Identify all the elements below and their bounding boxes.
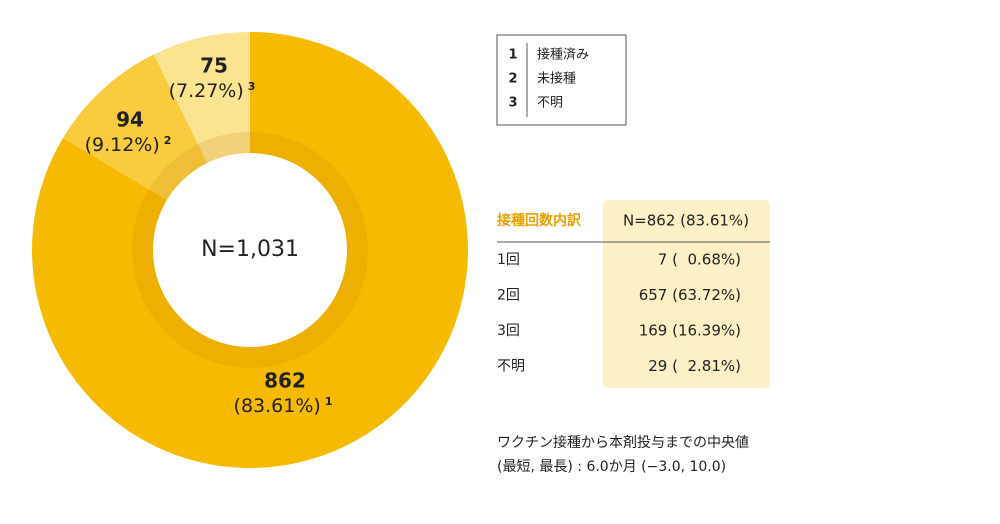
table-row-value: 7 ( 0.68%) [658, 251, 741, 269]
percent-label: (83.61%) 1 [234, 395, 333, 417]
note-line: ワクチン接種から本剤投与までの中央値 [497, 434, 749, 451]
value-label: 862 [264, 369, 306, 393]
value-label: 94 [116, 108, 144, 132]
percent-label: (7.27%) 3 [169, 80, 256, 102]
table-row-value: 169 (16.39%) [639, 322, 741, 340]
table-header-label: 接種回数内訳 [497, 212, 582, 229]
key-superscript: 2 [164, 134, 172, 147]
percent-text: (9.12%) [85, 134, 160, 156]
percent-text: (83.61%) [234, 395, 321, 417]
table-highlight [603, 200, 770, 388]
legend-key: 2 [508, 72, 517, 87]
table-row-label: 1回 [497, 252, 520, 268]
percent-label: (9.12%) 2 [85, 134, 172, 156]
table-row-label: 不明 [497, 359, 525, 375]
legend-label: 未接種 [537, 71, 576, 87]
key-superscript: 3 [248, 80, 256, 93]
table-row-value: 657 (63.72%) [639, 286, 741, 304]
value-label: 75 [200, 54, 228, 78]
table-row-label: 3回 [497, 323, 520, 339]
legend-box [496, 34, 627, 126]
key-superscript: 1 [325, 395, 333, 408]
center-label: N=1,031 [201, 237, 299, 262]
table-row-label: 2回 [497, 288, 520, 304]
donut-hole [153, 153, 347, 347]
legend-key: 1 [508, 48, 517, 63]
legend-label: 不明 [537, 96, 563, 111]
legend-key: 3 [508, 96, 517, 111]
table-row-value: 29 ( 2.81%) [648, 357, 741, 375]
note-line: (最短, 最長) : 6.0か月 (−3.0, 10.0) [497, 459, 726, 475]
table-header-value: N=862 (83.61%) [623, 212, 749, 230]
legend-label: 接種済み [537, 47, 589, 63]
percent-text: (7.27%) [169, 80, 244, 102]
